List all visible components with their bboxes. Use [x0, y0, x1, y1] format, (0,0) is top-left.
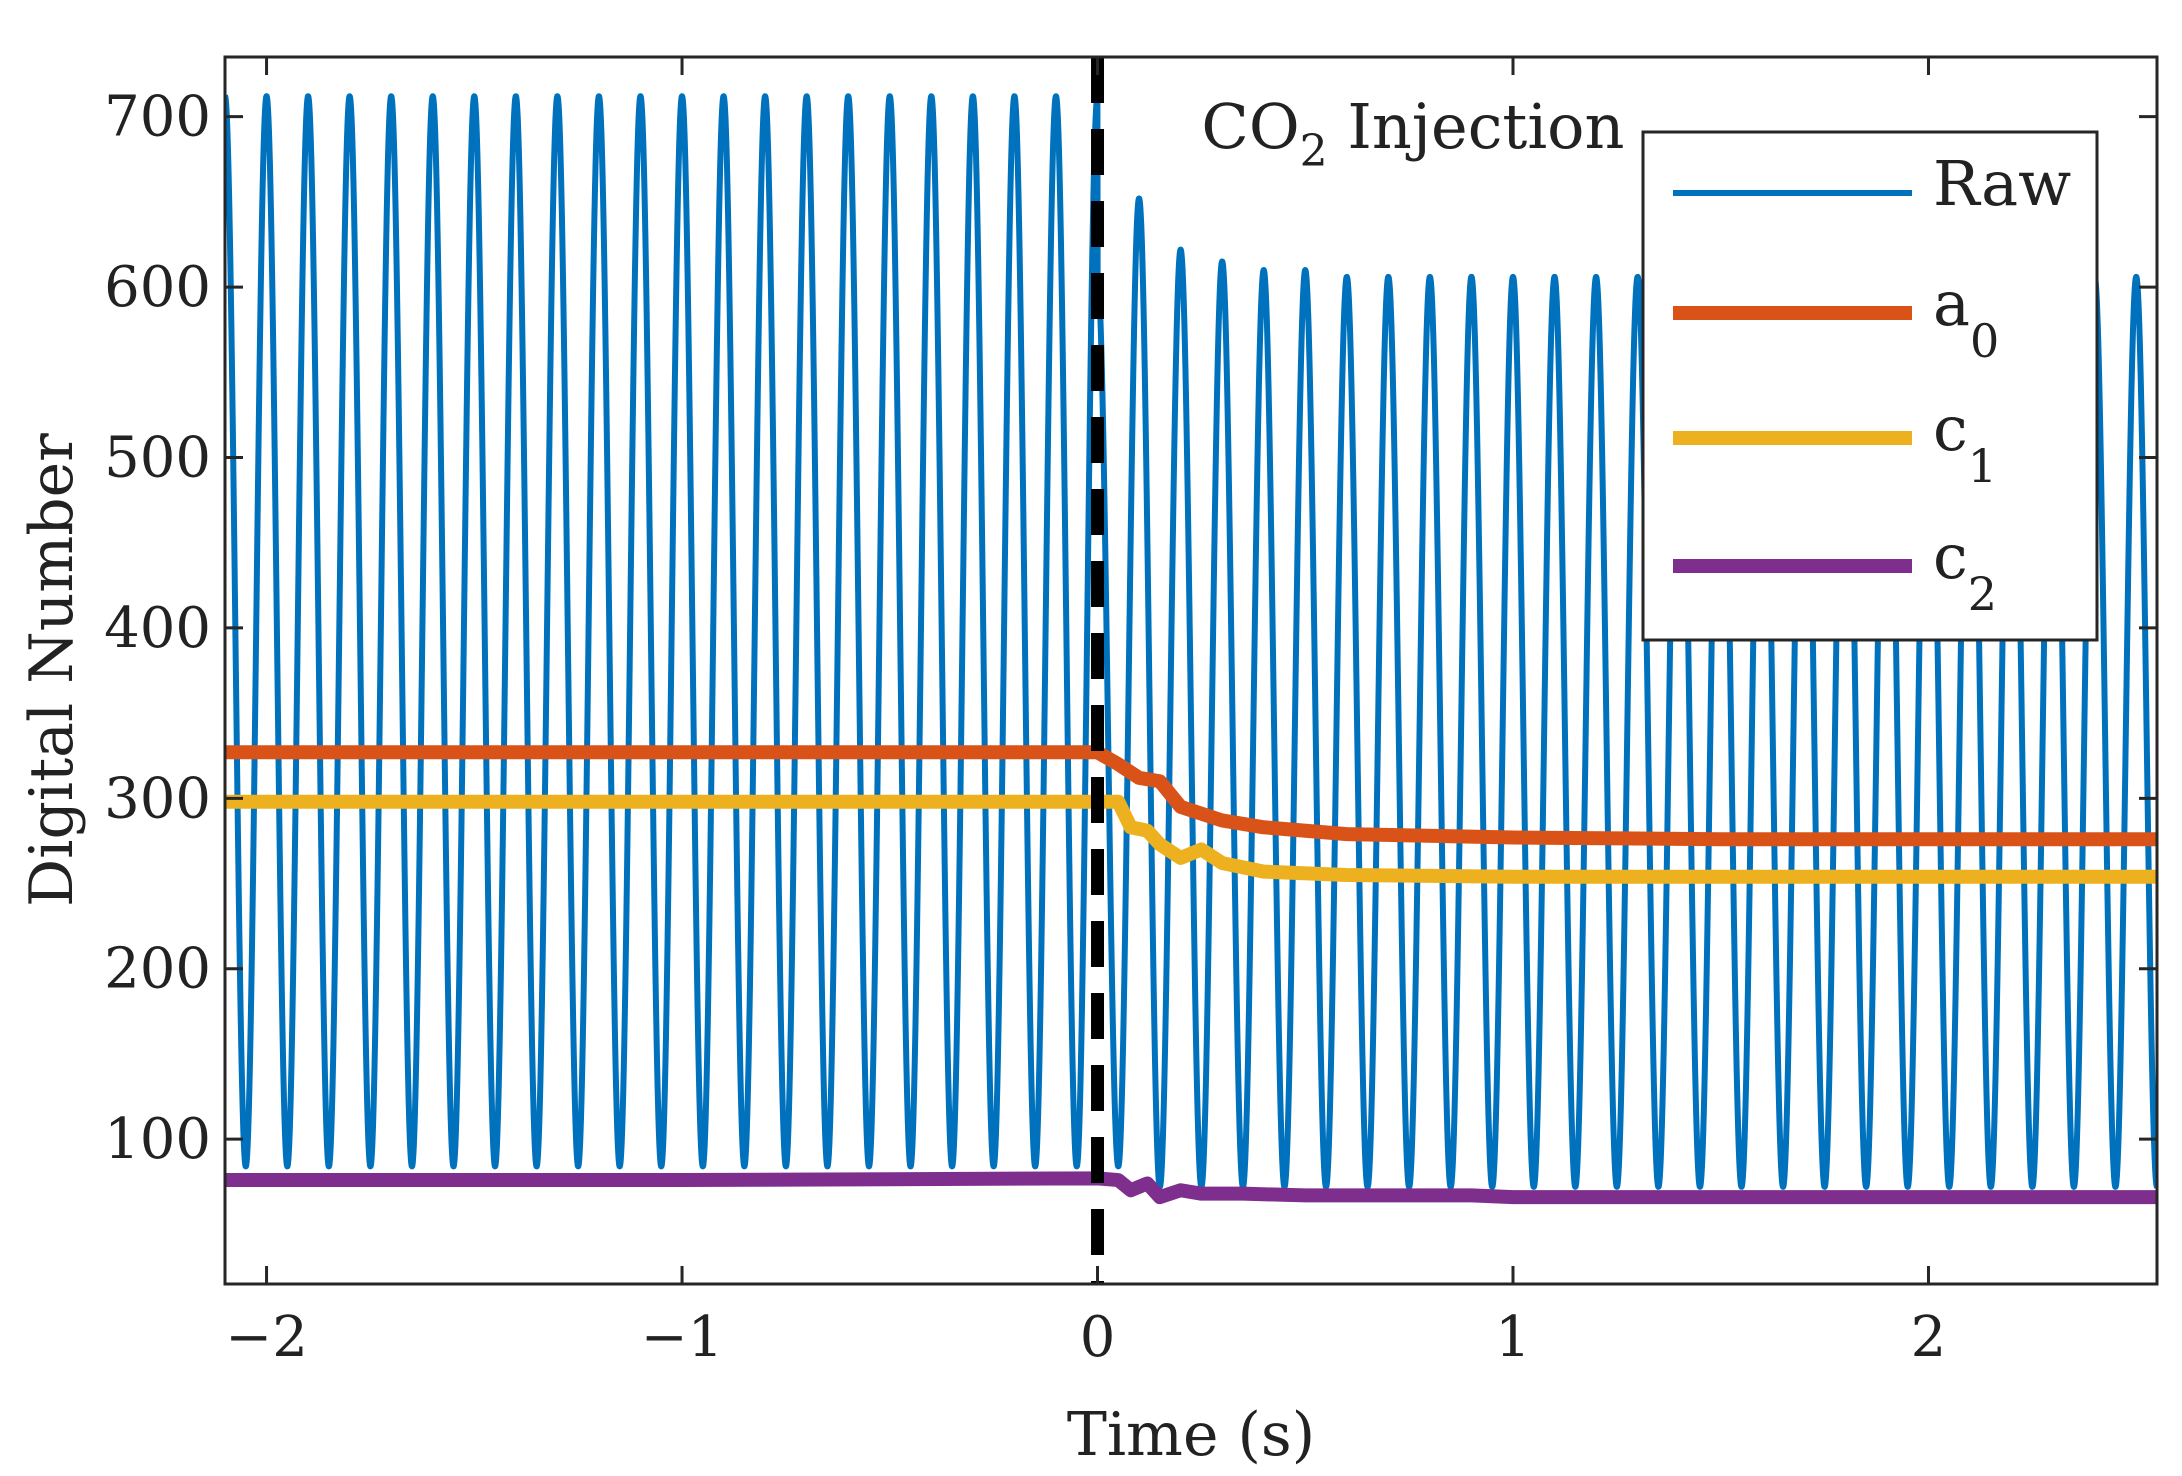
co2-injection-annotation: CO2 Injection [1201, 90, 1624, 177]
annotation-subscript: 2 [1300, 126, 1328, 177]
y-tick-label: 600 [104, 255, 211, 320]
x-axis-label: Time (s) [1067, 1400, 1315, 1470]
y-tick-label: 100 [104, 1107, 211, 1172]
x-tick-label: −1 [641, 1305, 724, 1370]
legend-box [1641, 130, 2099, 642]
legend-label-c2: c2 [1933, 520, 1997, 621]
x-tick-label: −2 [225, 1305, 308, 1370]
plot-area-frame [223, 55, 2159, 1286]
series-a0-line [225, 745, 2157, 847]
y-tick-label: 400 [104, 596, 211, 661]
ticks-layer: −2 −1 0 1 2 100 200 300 400 500 600 700 [104, 57, 2157, 1370]
series-raw-line [225, 93, 2157, 1190]
series-c1-line [225, 794, 2157, 884]
y-tick-label: 700 [104, 85, 211, 150]
legend-entries: Raw a0 c1 c2 [1673, 147, 2071, 621]
y-tick-label: 300 [104, 766, 211, 831]
x-tick-label: 0 [1080, 1305, 1116, 1370]
legend-label-a0: a0 [1933, 267, 1999, 368]
y-axis-label: Digital Number [17, 433, 87, 907]
x-tick-label: 2 [1911, 1305, 1947, 1370]
y-tick-label: 200 [104, 937, 211, 1002]
legend: Raw a0 c1 c2 [1641, 130, 2099, 642]
series-layer [225, 57, 2157, 1284]
x-tick-label: 1 [1495, 1305, 1531, 1370]
legend-label-c1: c1 [1933, 392, 1997, 493]
legend-label-Raw: Raw [1933, 147, 2071, 220]
annotation-main: CO [1201, 90, 1299, 163]
y-tick-label: 500 [104, 425, 211, 490]
annotation-rest: Injection [1328, 90, 1625, 163]
